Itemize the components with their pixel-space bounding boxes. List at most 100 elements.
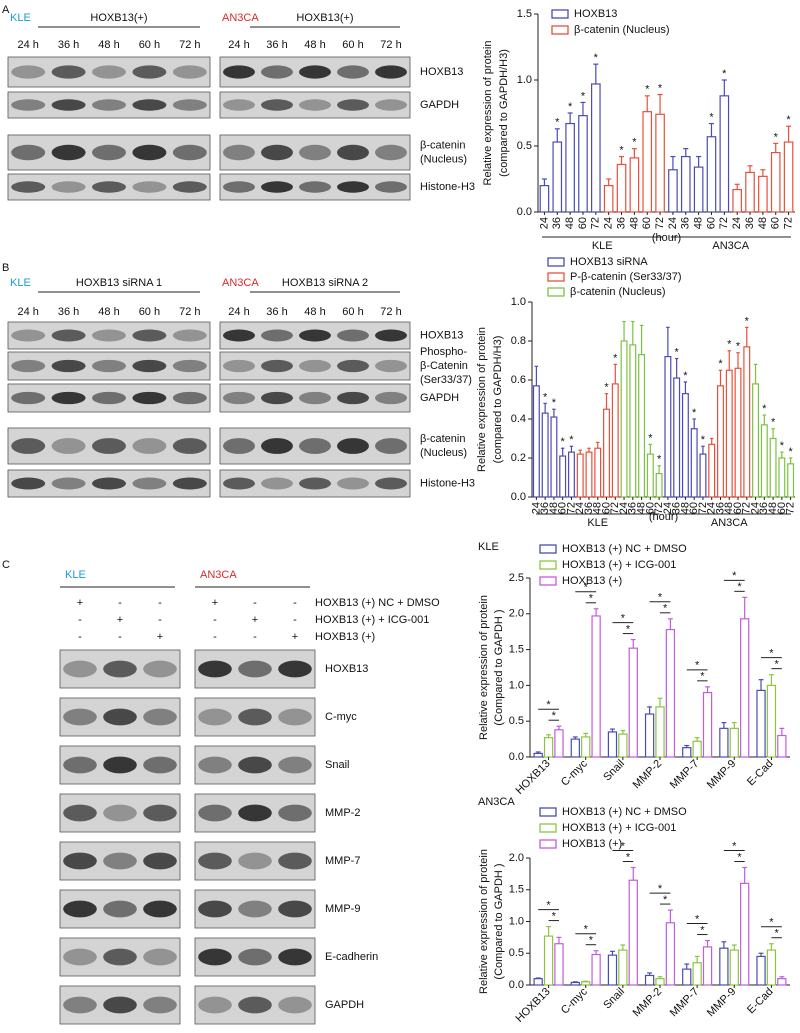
significance-star: * — [594, 52, 599, 64]
blot-band — [375, 329, 407, 342]
treatment-sign: - — [253, 631, 257, 643]
blot-band — [143, 948, 177, 966]
bar — [681, 393, 689, 498]
bar — [725, 369, 733, 498]
row-label: MMP-2 — [325, 807, 360, 819]
time-label: 48 h — [304, 306, 325, 318]
blot-band — [299, 359, 331, 373]
blot-band — [261, 99, 293, 111]
blot-strip — [219, 351, 411, 381]
bar — [578, 115, 588, 213]
significance-star: * — [589, 935, 594, 947]
legend-swatch — [539, 560, 557, 570]
significance-star: * — [621, 612, 626, 624]
bar — [756, 955, 766, 986]
blot-band — [261, 391, 293, 405]
bar — [740, 618, 750, 758]
blot-band — [299, 65, 331, 79]
legend-swatch — [547, 257, 565, 267]
bar — [618, 733, 628, 758]
treatment-sign: - — [118, 631, 122, 643]
row-label: (Ser33/37) — [420, 374, 472, 386]
blot-band — [103, 852, 137, 870]
treatment-sign: - — [213, 631, 217, 643]
blot-band — [337, 65, 369, 79]
blot-band — [223, 438, 255, 454]
bar — [559, 455, 567, 498]
time-label: 48 h — [98, 39, 119, 51]
bar — [616, 163, 627, 213]
significance-star: * — [695, 913, 700, 925]
x-tick-label: 72 — [654, 217, 666, 229]
blot-band — [172, 391, 207, 405]
bar — [607, 731, 618, 758]
bar — [708, 443, 716, 498]
bar — [603, 185, 614, 213]
x-tick-label: 60 — [600, 502, 612, 514]
x-tick-label: 72 — [718, 217, 730, 229]
row-label: Histone-H3 — [420, 181, 475, 193]
panel-letter: B — [2, 262, 9, 274]
significance-star: * — [658, 592, 663, 604]
bar — [581, 736, 591, 758]
blot-band — [63, 996, 97, 1014]
row-label: Snail — [325, 759, 349, 771]
row-label: Histone-H3 — [420, 477, 475, 489]
bar — [732, 188, 742, 213]
significance-star: * — [619, 144, 624, 156]
time-label: 60 h — [342, 39, 363, 51]
x-tick-label: 72 — [565, 502, 577, 514]
x-unit: (hour) — [649, 511, 678, 523]
significance-star: * — [632, 137, 637, 149]
x-unit: (hour) — [652, 232, 681, 244]
bar — [638, 354, 646, 498]
treatment-sign: - — [213, 614, 217, 626]
bar — [567, 451, 575, 498]
blot-band — [11, 391, 46, 405]
blot-band — [375, 391, 407, 405]
x-tick-label: 48 — [628, 217, 640, 229]
blot-band — [299, 329, 331, 342]
significance-star: * — [584, 924, 589, 936]
significance-star: * — [786, 114, 791, 126]
bar — [618, 949, 628, 986]
blot-band — [223, 477, 255, 490]
blot-band — [375, 438, 407, 454]
bar — [743, 346, 751, 498]
x-tick-label: 24 — [603, 217, 615, 229]
y-tick-label: 1.0 — [509, 679, 524, 691]
bar — [690, 428, 698, 498]
x-tick-label: 72 — [741, 502, 753, 514]
blot-band — [132, 329, 167, 342]
legend-label: HOXB13 (+) NC + DMSO — [562, 806, 687, 818]
row-label: (Nucleus) — [420, 153, 467, 165]
bar — [665, 922, 676, 986]
bar — [777, 978, 787, 986]
treatment-sign: + — [292, 631, 298, 643]
group-label: KLE — [592, 240, 613, 252]
treatment-sign: + — [212, 597, 218, 609]
blot-band — [299, 391, 331, 405]
blot-band — [51, 477, 86, 490]
x-tick-label: MMP-7 — [668, 986, 702, 1020]
blot-band — [143, 852, 177, 870]
bar — [655, 706, 665, 758]
x-tick-label: 60 — [770, 217, 782, 229]
blot-band — [337, 359, 369, 373]
time-label: 36 h — [58, 39, 79, 51]
blot-band — [223, 329, 255, 342]
bar — [554, 943, 564, 986]
blot-band — [51, 99, 86, 111]
bar — [717, 385, 724, 498]
bar — [539, 185, 550, 213]
blot-band — [337, 144, 369, 161]
y-axis-label: Relative expression of protein — [478, 849, 490, 994]
bar — [745, 171, 755, 213]
cell-line: AN3CA — [222, 12, 259, 24]
significance-star: * — [657, 454, 662, 466]
x-tick-label: 48 — [548, 502, 560, 514]
blot-band — [238, 996, 272, 1014]
row-label: GAPDH — [325, 999, 364, 1011]
y-tick-label: 1.0 — [509, 915, 524, 927]
bar — [591, 953, 601, 986]
